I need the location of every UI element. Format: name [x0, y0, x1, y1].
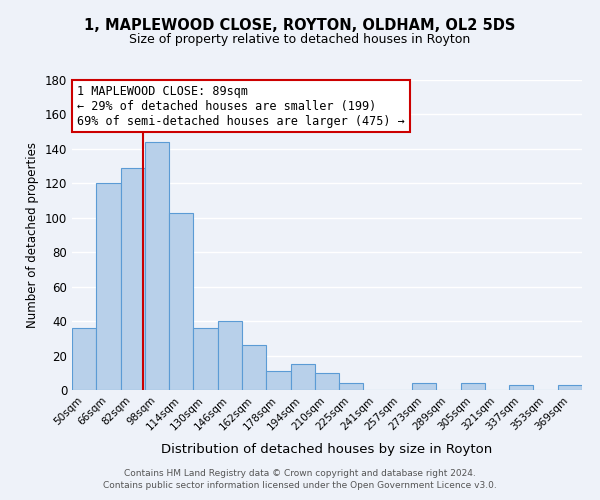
Bar — [461, 383, 485, 390]
Text: Contains HM Land Registry data © Crown copyright and database right 2024.: Contains HM Land Registry data © Crown c… — [124, 468, 476, 477]
Bar — [412, 383, 436, 390]
Y-axis label: Number of detached properties: Number of detached properties — [26, 142, 39, 328]
Text: Size of property relative to detached houses in Royton: Size of property relative to detached ho… — [130, 32, 470, 46]
Bar — [96, 184, 121, 390]
Text: Contains public sector information licensed under the Open Government Licence v3: Contains public sector information licen… — [103, 481, 497, 490]
Bar — [169, 212, 193, 390]
Bar — [121, 168, 145, 390]
Bar — [218, 321, 242, 390]
Text: 1 MAPLEWOOD CLOSE: 89sqm
← 29% of detached houses are smaller (199)
69% of semi-: 1 MAPLEWOOD CLOSE: 89sqm ← 29% of detach… — [77, 84, 405, 128]
Bar — [509, 385, 533, 390]
Bar — [72, 328, 96, 390]
Bar — [193, 328, 218, 390]
Bar — [315, 373, 339, 390]
X-axis label: Distribution of detached houses by size in Royton: Distribution of detached houses by size … — [161, 443, 493, 456]
Bar — [145, 142, 169, 390]
Text: 1, MAPLEWOOD CLOSE, ROYTON, OLDHAM, OL2 5DS: 1, MAPLEWOOD CLOSE, ROYTON, OLDHAM, OL2 … — [85, 18, 515, 32]
Bar — [290, 364, 315, 390]
Bar — [266, 371, 290, 390]
Bar — [558, 385, 582, 390]
Bar — [339, 383, 364, 390]
Bar — [242, 345, 266, 390]
